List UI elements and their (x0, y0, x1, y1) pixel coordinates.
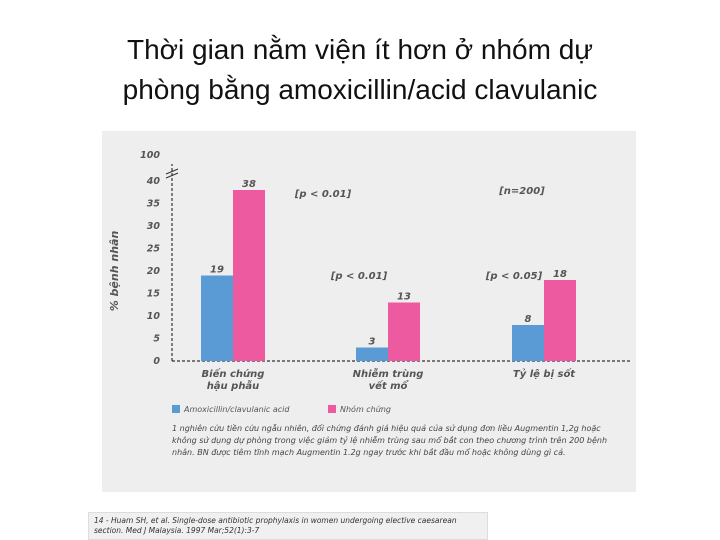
legend-label: Nhóm chứng (340, 404, 391, 414)
slide-title: Thời gian nằm viện ít hơn ở nhóm dự phòn… (40, 30, 680, 110)
bar-value-label: 19 (210, 265, 224, 276)
bar (388, 302, 420, 361)
study-note: 1 nghiên cứu tiền cứu ngẫu nhiên, đối ch… (172, 424, 608, 457)
slide-title-line-2: phòng bằng amoxicillin/acid clavulanic (122, 74, 598, 105)
reference-citation: 14 - Huam SH, et al. Single-dose antibio… (88, 512, 488, 540)
bar (233, 190, 265, 361)
bar (544, 280, 576, 361)
p-value-annotation: [p < 0.01] (330, 271, 388, 282)
y-tick-label: 30 (147, 221, 161, 232)
x-category-label: Nhiễm trùng (353, 367, 424, 380)
p-value-annotation: [p < 0.05] (485, 271, 543, 282)
y-tick-label: 20 (147, 266, 161, 277)
bar (356, 347, 388, 361)
y-tick-label: 10 (147, 311, 161, 322)
y-tick-label: 0 (153, 356, 160, 367)
bar (512, 325, 544, 361)
y-tick-label: 100 (140, 150, 160, 161)
axis-break-mark (165, 172, 179, 179)
bar-value-label: 18 (553, 269, 567, 280)
axis-break-mark (165, 168, 179, 175)
x-category-label: hậu phẫu (207, 379, 260, 392)
x-category-label: vết mổ (369, 379, 410, 392)
x-category-label: Tỷ lệ bị sốt (513, 367, 576, 380)
figure-panel: 0 5 10 15 20 25 30 35 40 100% bệnh nhân 19 38 Biến c… (102, 131, 636, 492)
y-axis-label: % bệnh nhân (108, 231, 121, 312)
y-tick-label: 40 (146, 176, 161, 187)
x-category-label: Biến chứng (202, 367, 265, 380)
bar-value-label: 8 (525, 314, 532, 325)
y-tick-label: 25 (147, 244, 161, 255)
y-tick-label: 35 (147, 199, 161, 210)
slide-title-line-1: Thời gian nằm viện ít hơn ở nhóm dự (126, 34, 594, 65)
legend-swatch (328, 405, 336, 413)
bar-value-label: 3 (369, 337, 376, 348)
legend-swatch (172, 405, 180, 413)
p-value-annotation: [p < 0.01] (294, 189, 352, 200)
bar-value-label: 38 (242, 179, 256, 190)
legend-label: Amoxicillin/clavulanic acid (183, 405, 290, 414)
y-tick-label: 5 (153, 334, 160, 345)
bar (201, 275, 233, 361)
y-tick-label: 15 (147, 289, 161, 300)
p-value-annotation: [n=200] (498, 186, 545, 197)
bar-value-label: 13 (397, 292, 411, 303)
